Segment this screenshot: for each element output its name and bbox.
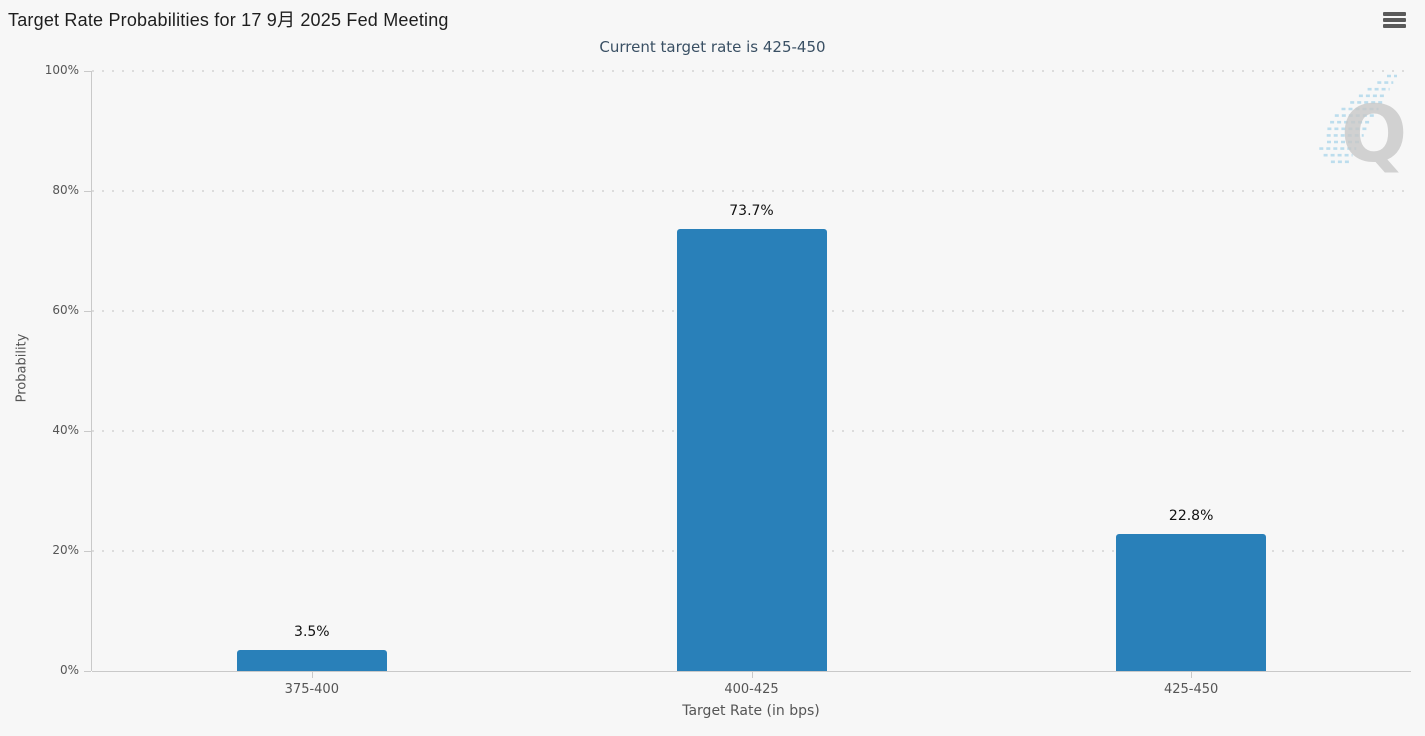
y-axis-title: Probability [14, 333, 30, 403]
gridline-80 [92, 190, 1411, 192]
y-axis-tick [84, 671, 91, 672]
y-tick-label: 100% [44, 63, 79, 77]
x-category-label: 400-425 [724, 682, 779, 697]
y-tick-label: 20% [52, 543, 79, 557]
x-axis-tick [1191, 672, 1193, 678]
x-axis-tick [751, 672, 753, 678]
y-axis-line [91, 71, 92, 671]
bar-value-label: 22.8% [1168, 508, 1214, 525]
chart-title: Target Rate Probabilities for 17 9月 2025… [8, 10, 449, 30]
bar-value-label: 3.5% [294, 624, 330, 640]
y-axis-tick [84, 71, 91, 72]
x-category-label: 425-450 [1163, 682, 1219, 697]
hamburger-menu-icon[interactable] [1383, 12, 1406, 28]
bar-400-425[interactable] [676, 228, 827, 671]
y-axis-tick [84, 311, 91, 312]
gridline-100 [92, 70, 1411, 72]
y-tick-label: 80% [52, 183, 79, 197]
x-axis-line [92, 671, 1411, 672]
y-tick-label: 40% [52, 423, 79, 437]
hamburger-bar [1383, 24, 1406, 28]
y-axis-tick [84, 551, 91, 552]
y-axis-tick [84, 431, 91, 432]
hamburger-bar [1383, 12, 1406, 16]
bar-375-400[interactable] [236, 650, 387, 671]
watermark-q-letter: Q [1341, 90, 1407, 180]
y-axis-tick [84, 191, 91, 192]
x-axis-title: Target Rate (in bps) [682, 703, 820, 719]
x-axis-tick [311, 672, 313, 678]
quikstrike-watermark-logo: Q [1319, 74, 1407, 180]
y-tick-label: 0% [59, 663, 79, 677]
y-tick-label: 60% [52, 303, 79, 317]
hamburger-bar [1383, 18, 1406, 22]
chart-subtitle: Current target rate is 425-450 [599, 38, 826, 56]
bar-value-label: 73.7% [729, 202, 774, 219]
bar-425-450[interactable] [1116, 534, 1267, 671]
x-category-label: 375-400 [284, 682, 339, 697]
